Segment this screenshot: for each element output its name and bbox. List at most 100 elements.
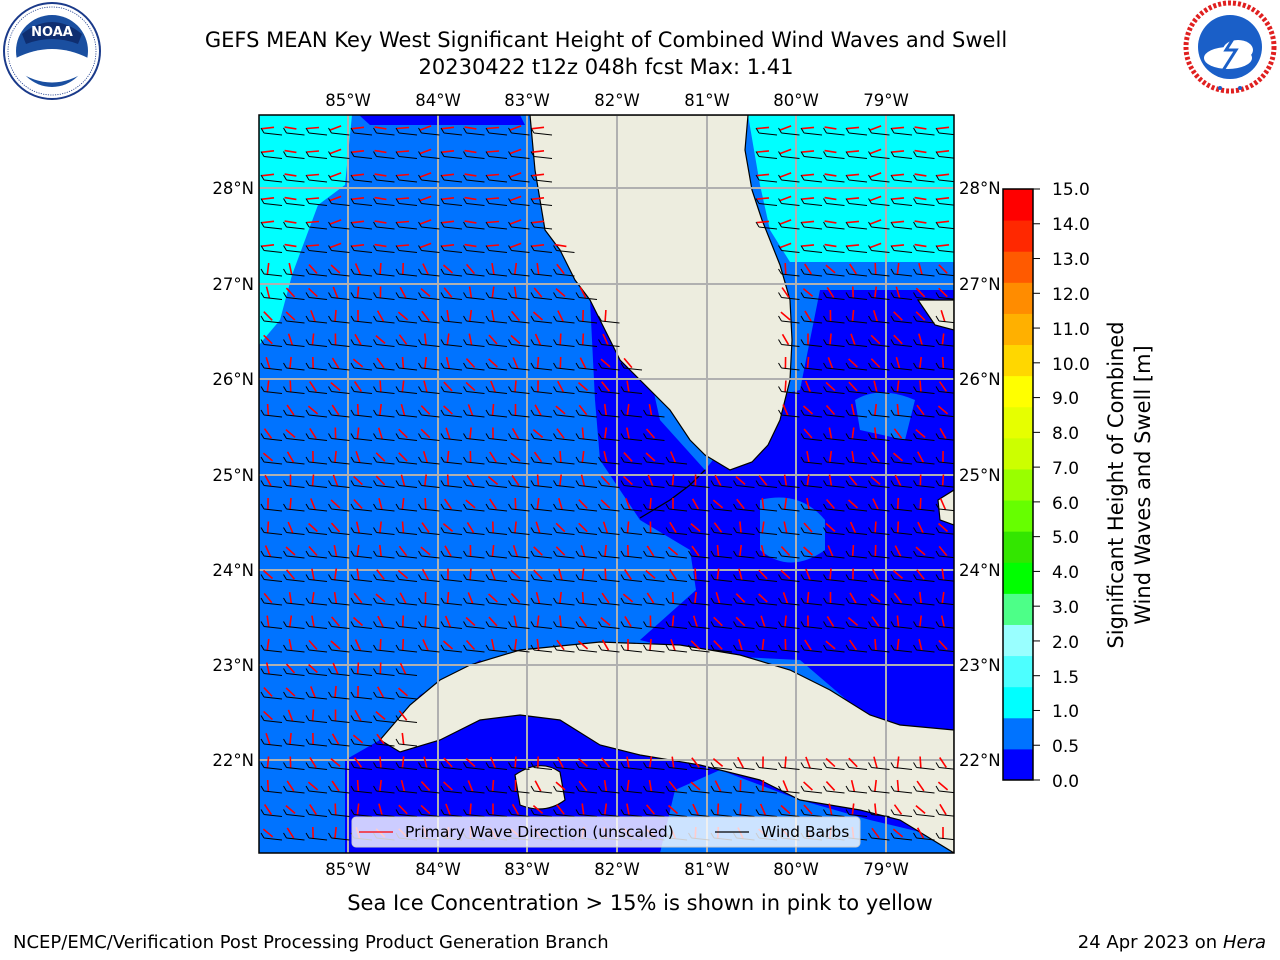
wind-barb (800, 268, 823, 277)
wave-direction-arrow (891, 244, 905, 247)
wind-barb (485, 644, 508, 653)
wind-barb (620, 621, 643, 629)
wind-barb (260, 503, 283, 512)
wind-barb (373, 386, 395, 394)
wind-barb (373, 221, 395, 230)
wind-barb (373, 151, 395, 159)
wave-direction-arrow (531, 126, 545, 130)
wind-barb (463, 127, 485, 136)
wave-direction-arrow (422, 639, 429, 651)
wave-direction-arrow (802, 287, 814, 298)
wave-direction-arrow (356, 403, 360, 417)
wind-barb (688, 762, 710, 770)
wind-barb (913, 386, 935, 394)
wind-barb (800, 127, 823, 136)
wind-barb (800, 198, 823, 206)
wind-barb (890, 151, 913, 159)
wave-direction-arrow (892, 828, 904, 838)
wind-barb (350, 409, 373, 418)
wind-barb (260, 339, 283, 347)
wave-direction-arrow (352, 358, 364, 368)
wind-barb (913, 221, 935, 230)
wave-direction-arrow (692, 615, 699, 628)
wave-direction-arrow (375, 452, 386, 462)
wave-direction-arrow (690, 781, 701, 791)
wind-barb (913, 433, 935, 441)
wind-barb (283, 762, 305, 770)
wind-barb (800, 456, 823, 465)
wind-barb (890, 433, 913, 441)
wave-direction-arrow (397, 311, 409, 321)
wave-direction-arrow (379, 403, 382, 417)
lat-labels-left: 28°N 27°N 26°N 25°N 24°N 23°N 22°N (212, 179, 254, 770)
wind-barb (350, 245, 373, 253)
wind-barb (890, 574, 913, 582)
wave-direction-arrow (804, 263, 812, 275)
wind-barb (305, 715, 328, 723)
wave-direction-arrow (803, 781, 813, 791)
wind-barb (395, 245, 418, 253)
wave-direction-arrow (333, 568, 338, 581)
wind-barb (890, 785, 913, 794)
wave-direction-arrow (783, 474, 788, 487)
wave-direction-arrow (556, 804, 565, 815)
wave-direction-arrow (400, 779, 406, 793)
wave-direction-arrow (533, 546, 543, 556)
wave-direction-arrow (825, 404, 836, 416)
wave-direction-arrow (667, 546, 679, 556)
wind-barb (598, 809, 620, 817)
wind-barb (305, 292, 328, 300)
wave-direction-arrow (374, 243, 387, 248)
wind-barb (440, 221, 463, 230)
wave-direction-arrow (489, 756, 497, 769)
wind-barb (890, 762, 913, 770)
colorbar-segment (1003, 189, 1033, 221)
wave-direction-arrow (940, 310, 946, 322)
wind-barb (755, 503, 778, 512)
wave-direction-arrow (851, 803, 855, 816)
wave-direction-arrow (534, 333, 542, 346)
wave-direction-arrow (825, 381, 836, 392)
wave-direction-arrow (532, 428, 544, 439)
wind-barb (935, 550, 954, 559)
wave-direction-arrow (284, 243, 297, 248)
wind-barb (305, 621, 328, 629)
wind-barb (868, 621, 890, 629)
wave-direction-arrow (513, 615, 518, 628)
wave-direction-arrow (825, 498, 836, 510)
wave-direction-arrow (645, 804, 656, 815)
wave-direction-arrow (400, 474, 406, 487)
wave-direction-arrow (334, 803, 337, 816)
wind-barb (620, 386, 643, 394)
wave-direction-arrow (761, 779, 765, 793)
wind-barb (890, 198, 913, 206)
wave-direction-arrow (915, 311, 926, 321)
wind-barb (800, 362, 823, 371)
wind-barb (260, 386, 283, 394)
wind-barb (823, 785, 845, 794)
wave-direction-arrow (756, 126, 770, 130)
wave-direction-arrow (400, 403, 406, 417)
wind-barb (598, 785, 620, 794)
wind-barb (913, 409, 935, 418)
wave-direction-arrow (780, 546, 791, 556)
wind-barb (373, 245, 395, 253)
wind-barb (620, 785, 643, 794)
wind-barb (913, 785, 935, 794)
wave-direction-arrow (532, 311, 544, 321)
wave-direction-arrow (756, 173, 770, 177)
land-bahamas (916, 299, 954, 331)
wind-barb (305, 644, 328, 653)
wave-direction-arrow (356, 427, 360, 440)
wind-barb (530, 762, 553, 770)
wind-barb (530, 456, 553, 465)
wind-barb (935, 832, 954, 841)
wave-direction-arrow (919, 756, 922, 769)
wave-direction-arrow (603, 803, 608, 816)
lat-label: 23°N (212, 656, 254, 675)
wind-barb (260, 174, 283, 183)
wave-direction-arrow (581, 803, 585, 816)
wind-barb (350, 644, 373, 653)
wind-barb (733, 527, 755, 535)
wave-direction-arrow (559, 333, 562, 346)
